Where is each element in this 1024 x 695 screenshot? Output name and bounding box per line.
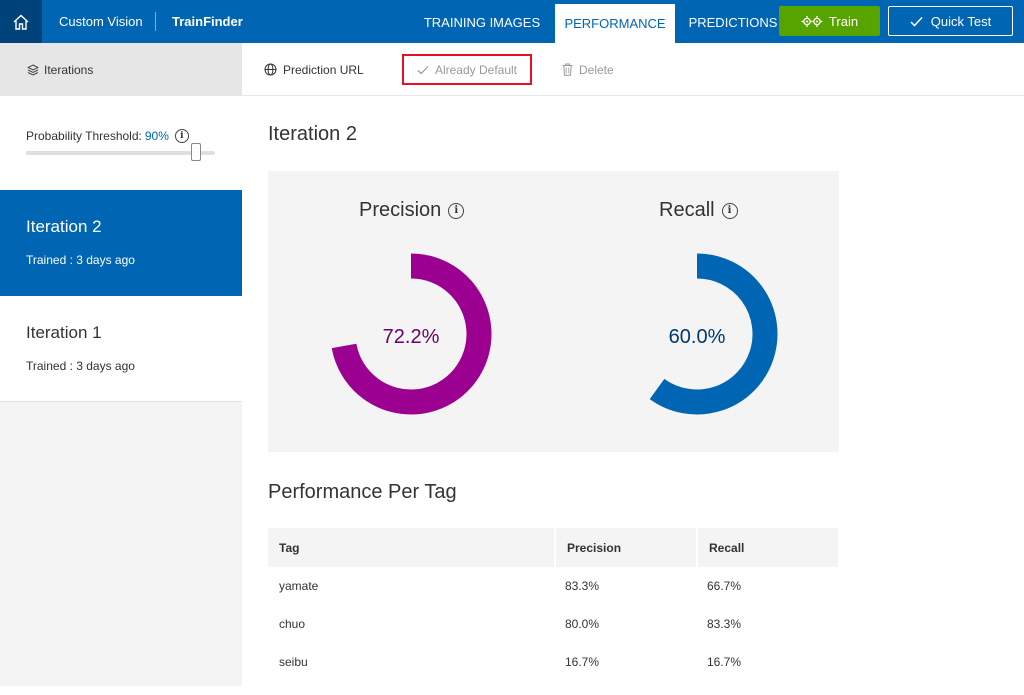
checkmark-icon (910, 16, 923, 27)
page-title: Iteration 2 (268, 123, 357, 145)
gears-icon (801, 15, 823, 27)
tab-predictions[interactable]: PREDICTIONS (688, 15, 778, 30)
delete-label: Delete (579, 62, 614, 77)
layers-icon (27, 63, 39, 76)
recall-cell: 66.7% (707, 579, 742, 593)
delete-button[interactable]: Delete (562, 43, 614, 96)
table-row: yamate 83.3% 66.7% (268, 567, 838, 605)
threshold-value: 90% (144, 129, 169, 143)
tab-training-images[interactable]: TRAINING IMAGES (423, 15, 541, 30)
precision-cell: 16.7% (565, 655, 600, 669)
iterations-header-label: Iterations (44, 62, 94, 77)
metrics-panel: Precision i 72.2% Recall i 60.0% (268, 171, 839, 452)
precision-value: 72.2% (383, 326, 440, 348)
recall-gauge: 60.0% (649, 253, 778, 415)
trash-icon (562, 63, 573, 76)
precision-cell: 80.0% (565, 617, 600, 631)
probability-threshold-panel: Probability Threshold: 90% i (0, 96, 242, 190)
precision-arc (331, 253, 492, 415)
recall-arc (649, 253, 778, 415)
home-button[interactable] (0, 0, 42, 43)
threshold-slider-fill (26, 151, 197, 155)
project-name[interactable]: TrainFinder (172, 14, 243, 29)
iteration-item-2[interactable]: Iteration 2 Trained : 3 days ago (0, 190, 242, 296)
train-button-label: Train (828, 13, 859, 29)
per-tag-table: Tag Precision Recall yamate 83.3% 66.7% … (268, 528, 838, 681)
iterations-sidebar: Iterations Probability Threshold: 90% i … (0, 43, 242, 686)
recall-cell: 16.7% (707, 655, 742, 669)
bottom-edge (0, 686, 1024, 695)
threshold-slider-handle[interactable] (191, 143, 202, 161)
tab-performance[interactable]: PERFORMANCE (555, 4, 675, 43)
prediction-url-button[interactable]: Prediction URL (264, 43, 364, 96)
info-icon[interactable]: i (174, 129, 189, 143)
iteration-item-1[interactable]: Iteration 1 Trained : 3 days ago (0, 296, 242, 402)
precision-cell: 83.3% (565, 579, 600, 593)
column-header-tag[interactable]: Tag (268, 528, 554, 567)
threshold-label: Probability Threshold: (26, 129, 142, 143)
quick-test-button[interactable]: Quick Test (888, 6, 1013, 36)
recall-value: 60.0% (669, 326, 726, 348)
precision-gauge: 72.2% (331, 253, 492, 415)
make-default-label: Already Default (434, 62, 518, 77)
recall-cell: 83.3% (707, 617, 742, 631)
iterations-header: Iterations (0, 43, 242, 96)
tag-cell: chuo (279, 617, 306, 631)
checkmark-icon (417, 65, 429, 74)
recall-label: Recall (659, 199, 715, 221)
table-header-row: Tag Precision Recall (268, 528, 838, 567)
globe-icon (264, 63, 277, 76)
table-row: chuo 80.0% 83.3% (268, 605, 838, 643)
recall-info-icon[interactable]: i (721, 202, 738, 219)
precision-info-icon[interactable]: i (448, 202, 465, 219)
make-default-button[interactable]: Already Default (402, 54, 532, 85)
prediction-url-label: Prediction URL (283, 62, 364, 77)
iteration-name: Iteration 1 (26, 323, 102, 342)
quick-test-label: Quick Test (930, 13, 992, 29)
recall-title: Recall i (659, 199, 738, 222)
iteration-name: Iteration 2 (26, 217, 102, 236)
per-tag-title: Performance Per Tag (268, 481, 457, 503)
tag-cell: seibu (279, 655, 308, 669)
iteration-toolbar: Prediction URL Already Default Delete (242, 43, 1024, 96)
precision-title: Precision i (359, 199, 465, 222)
table-row: seibu 16.7% 16.7% (268, 643, 838, 681)
column-header-precision[interactable]: Precision (554, 528, 696, 567)
threshold-slider-track[interactable] (26, 151, 215, 155)
top-nav-bar: Custom Vision TrainFinder TRAINING IMAGE… (0, 0, 1024, 43)
header-divider (155, 12, 156, 31)
iteration-status: Trained : 3 days ago (26, 359, 135, 373)
column-header-recall[interactable]: Recall (696, 528, 838, 567)
iteration-status: Trained : 3 days ago (26, 253, 135, 267)
tag-cell: yamate (279, 579, 319, 593)
precision-label: Precision (359, 199, 442, 221)
home-icon (13, 14, 29, 30)
train-button[interactable]: Train (779, 6, 880, 36)
app-name-link[interactable]: Custom Vision (59, 14, 143, 29)
threshold-label-row: Probability Threshold: 90% i (26, 129, 189, 143)
